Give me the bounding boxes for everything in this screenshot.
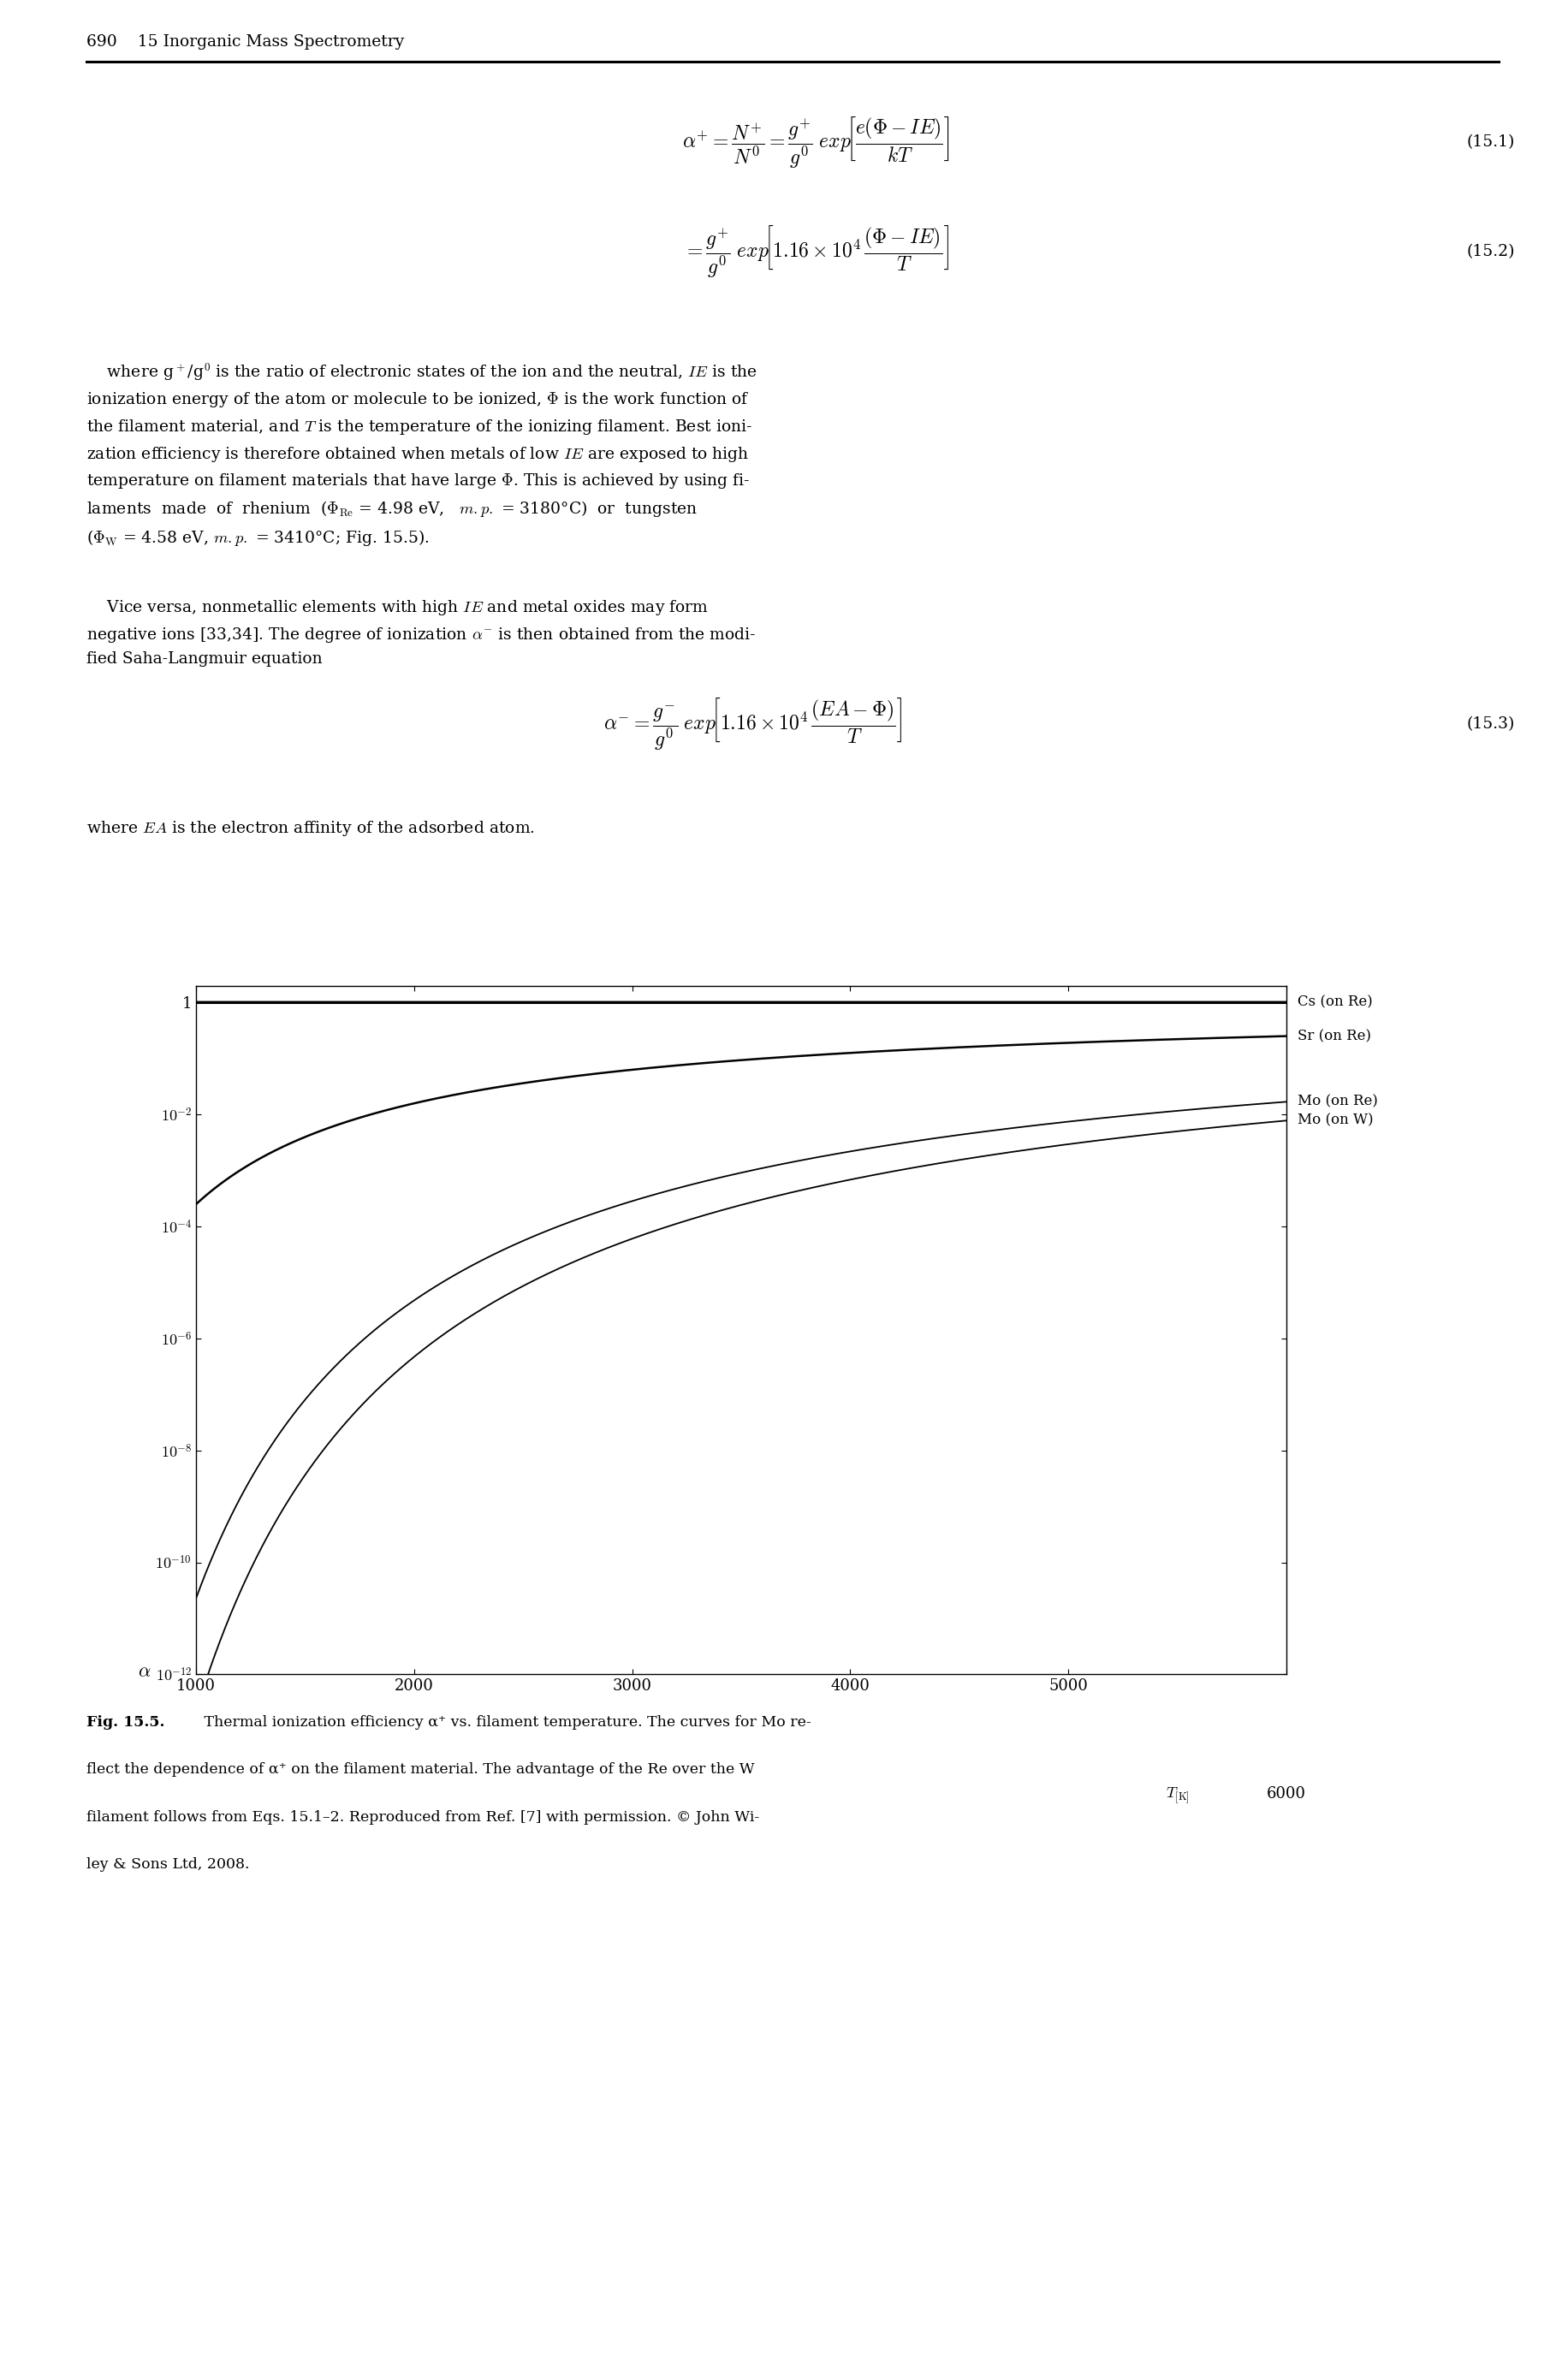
Text: 690    15 Inorganic Mass Spectrometry: 690 15 Inorganic Mass Spectrometry xyxy=(86,36,405,50)
Text: (15.1): (15.1) xyxy=(1466,135,1515,150)
Text: $\alpha^{-} = \dfrac{g^{-}}{g^{0}}\; exp\!\left[1.16 \times 10^{4}\, \dfrac{(EA : $\alpha^{-} = \dfrac{g^{-}}{g^{0}}\; exp… xyxy=(604,696,902,753)
Text: (15.3): (15.3) xyxy=(1466,717,1515,732)
Text: Fig. 15.5.: Fig. 15.5. xyxy=(86,1715,165,1729)
Text: $T_{\rm [K]}$: $T_{\rm [K]}$ xyxy=(1165,1786,1189,1805)
Text: (15.2): (15.2) xyxy=(1466,245,1515,259)
Text: flect the dependence of α⁺ on the filament material. The advantage of the Re ove: flect the dependence of α⁺ on the filame… xyxy=(86,1762,754,1777)
Text: Sr (on Re): Sr (on Re) xyxy=(1297,1028,1370,1043)
Text: Thermal ionization efficiency α⁺ vs. filament temperature. The curves for Mo re-: Thermal ionization efficiency α⁺ vs. fil… xyxy=(199,1715,811,1729)
Text: 6000: 6000 xyxy=(1265,1786,1306,1803)
Text: where $EA$ is the electron affinity of the adsorbed atom.: where $EA$ is the electron affinity of t… xyxy=(86,819,535,838)
Text: $\alpha^{+} = \dfrac{N^{+}}{N^{0}} = \dfrac{g^{+}}{g^{0}}\; exp\!\left[\dfrac{e(: $\alpha^{+} = \dfrac{N^{+}}{N^{0}} = \df… xyxy=(682,114,949,171)
Text: filament follows from Eqs. 15.1–2. Reproduced from Ref. [7] with permission. © J: filament follows from Eqs. 15.1–2. Repro… xyxy=(86,1810,759,1824)
Text: where g$^+$/g$^0$ is the ratio of electronic states of the ion and the neutral, : where g$^+$/g$^0$ is the ratio of electr… xyxy=(86,361,757,546)
Text: Mo (on W): Mo (on W) xyxy=(1297,1114,1372,1128)
Text: $\alpha$: $\alpha$ xyxy=(138,1662,151,1682)
Text: Mo (on Re): Mo (on Re) xyxy=(1297,1095,1377,1109)
Text: ley & Sons Ltd, 2008.: ley & Sons Ltd, 2008. xyxy=(86,1857,249,1872)
Text: Cs (on Re): Cs (on Re) xyxy=(1297,995,1372,1009)
Text: Vice versa, nonmetallic elements with high $IE$ and metal oxides may form
negati: Vice versa, nonmetallic elements with hi… xyxy=(86,598,756,667)
Text: $= \dfrac{g^{+}}{g^{0}}\; exp\!\left[1.16 \times 10^{4}\, \dfrac{(\Phi - IE)}{T}: $= \dfrac{g^{+}}{g^{0}}\; exp\!\left[1.1… xyxy=(682,223,949,280)
